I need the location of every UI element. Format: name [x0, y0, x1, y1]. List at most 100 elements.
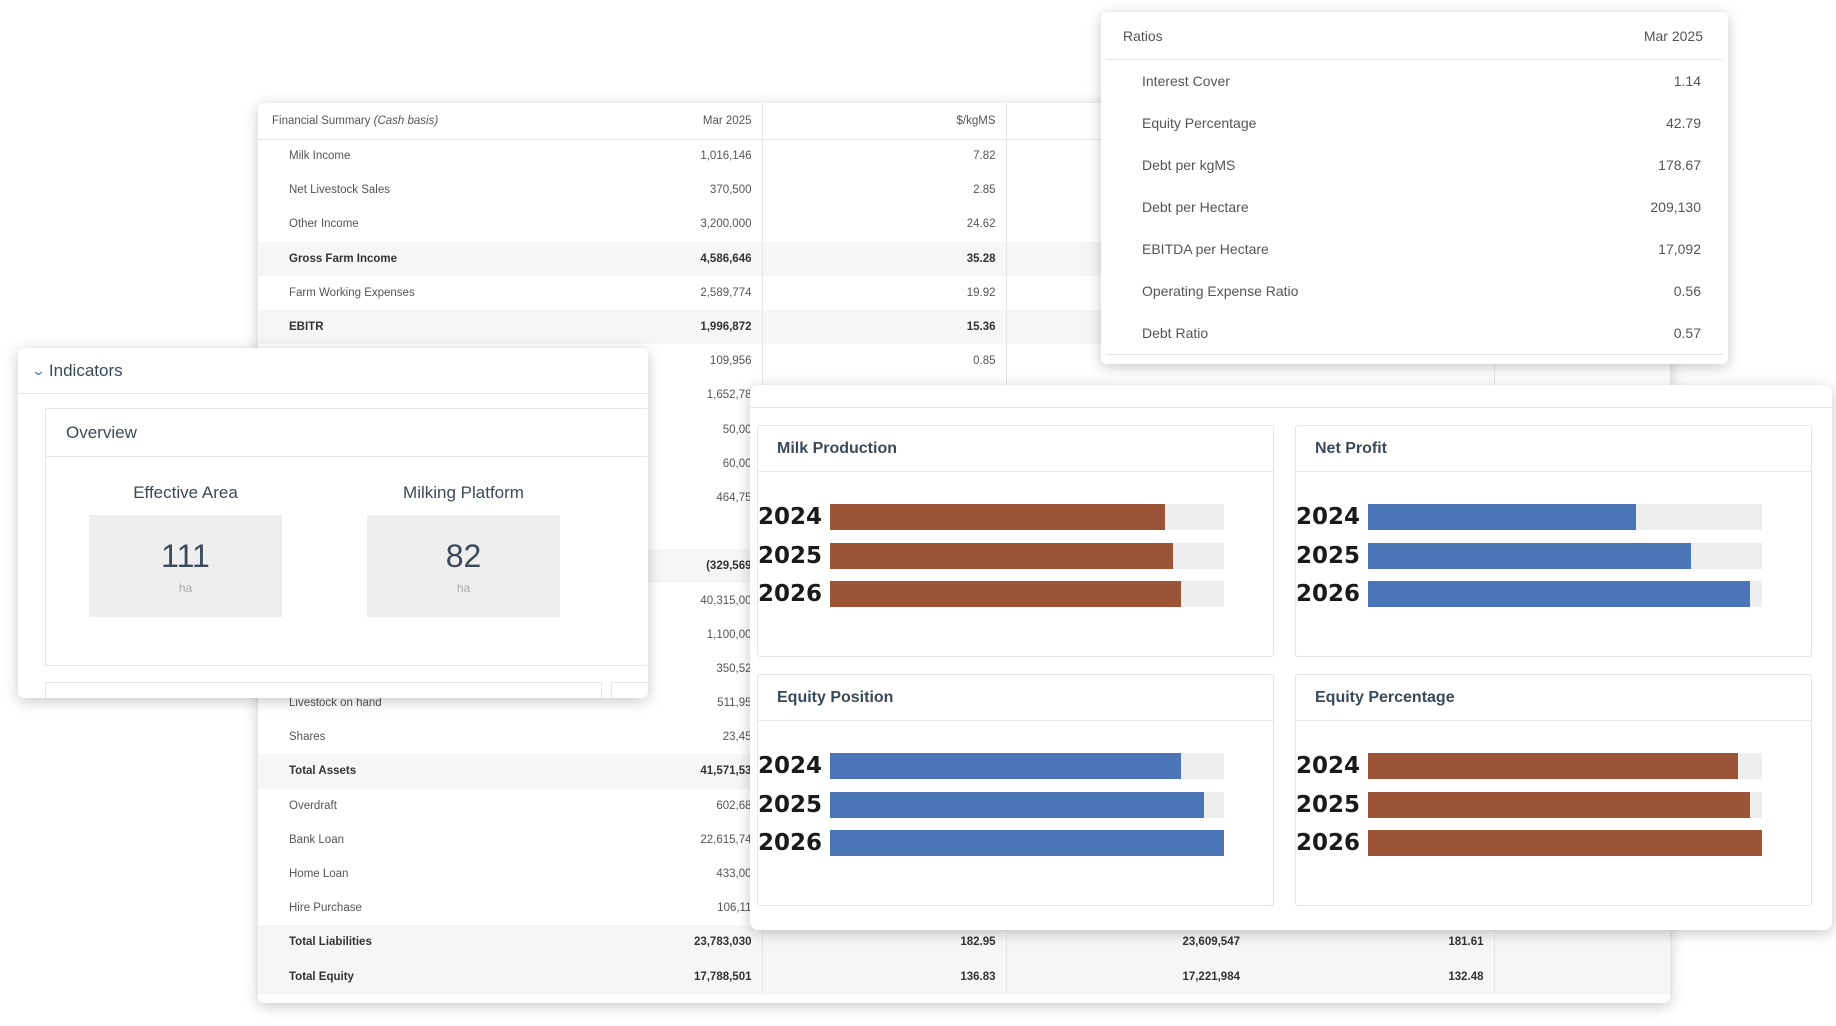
row-value-3: 23,609,547 — [1006, 925, 1250, 960]
ratio-value: 17,092 — [1658, 241, 1701, 257]
charts-panel: Milk Production 2024 2025 2026 Net Profit 202… — [750, 385, 1832, 930]
row-label: EBITR — [258, 309, 486, 345]
bar-category-label: 2026 — [758, 830, 823, 856]
indicators-header[interactable]: ⌄ Indicators — [18, 348, 648, 394]
ratios-list: Interest Cover 1.14 Equity Percentage 42.79… — [1106, 60, 1723, 355]
bar-row: 2026 — [1296, 830, 1762, 856]
row-value-per-kgms: 136.83 — [762, 959, 1007, 994]
chevron-down-icon[interactable]: ⌄ — [30, 362, 47, 378]
bar-track — [830, 504, 1224, 530]
ratio-row: Debt Ratio 0.57 — [1106, 312, 1723, 354]
metric-milking-platform: Milking Platform 82 ha — [367, 483, 560, 617]
bar-category-label: 2025 — [758, 791, 823, 818]
ratio-row: Debt per Hectare 209,130 — [1106, 186, 1723, 228]
row-value-per-kgms: 2.85 — [762, 173, 1007, 208]
bar-row: 2025 — [758, 791, 1224, 818]
chart-title: Milk Production — [758, 426, 1273, 472]
chart-title: Equity Position — [758, 675, 1273, 721]
ratio-label: Debt per Hectare — [1142, 199, 1249, 215]
bar-row: 2024 — [758, 753, 1224, 779]
next-panel-stub — [45, 682, 602, 698]
row-value-4: 181.61 — [1250, 925, 1495, 960]
bar — [1368, 791, 1751, 818]
ratios-title: Ratios — [1123, 27, 1163, 44]
row-value-period: 4,586,646 — [486, 241, 763, 276]
ratio-value: 178.67 — [1658, 157, 1701, 173]
bar-category-label: 2025 — [758, 542, 823, 569]
financial-row: Total Liabilities 23,783,030 182.95 23,609,… — [258, 925, 1670, 960]
ratio-row: Equity Percentage 42.79 — [1106, 102, 1723, 144]
row-value-period: 3,200,000 — [486, 207, 763, 242]
bar-row: 2024 — [1296, 753, 1762, 779]
bar-category-label: 2026 — [1296, 830, 1361, 856]
bar-row: 2025 — [1296, 542, 1762, 569]
row-value-period: 2,589,774 — [486, 275, 763, 310]
bar-track — [1368, 504, 1762, 530]
row-value-period: 1,016,146 — [486, 139, 763, 174]
bar-track — [1368, 542, 1762, 569]
bar — [1368, 542, 1692, 569]
row-label: Total Equity — [258, 959, 486, 994]
bar-category-label: 2024 — [1296, 504, 1361, 530]
bar — [830, 542, 1173, 569]
metric-value-box: 82 ha — [367, 515, 560, 617]
row-value-period: 23,45 — [486, 720, 763, 755]
equity-position-chart: Equity Position 2024 2025 2026 — [757, 674, 1274, 906]
overview-panel: Overview Effective Area 111 ha Milking P… — [45, 408, 647, 666]
bar-category-label: 2026 — [758, 581, 823, 607]
bar-category-label: 2025 — [1296, 791, 1361, 818]
ratio-value: 42.79 — [1665, 115, 1701, 131]
row-value-period: 433,00 — [486, 856, 763, 892]
bar-track — [830, 791, 1224, 818]
ratio-label: Interest Cover — [1142, 73, 1230, 89]
row-value-per-kgms: 15.36 — [762, 309, 1007, 345]
bar-track — [830, 830, 1224, 856]
row-label: Net Livestock Sales — [289, 184, 390, 197]
column-header-period: Mar 2025 — [486, 103, 763, 140]
bar — [1368, 504, 1636, 530]
column-header-per-kgms: $/kgMS — [762, 103, 1007, 140]
bar-category-label: 2024 — [1296, 753, 1361, 779]
row-value-period: 41,571,53 — [486, 754, 763, 789]
row-value-period: 106,11 — [486, 891, 763, 926]
metric-value: 111 — [161, 537, 210, 574]
ratio-row: Interest Cover 1.14 — [1106, 60, 1723, 102]
bar-track — [830, 581, 1224, 607]
bar-category-label: 2024 — [758, 753, 823, 779]
ratio-label: Debt per kgMS — [1142, 157, 1236, 173]
row-label: Gross Farm Income — [258, 241, 486, 276]
financial-summary-title: Financial Summary (Cash basis) — [258, 103, 486, 140]
bar — [830, 791, 1205, 818]
next-panel-stub-right — [611, 682, 648, 698]
row-value-5 — [1494, 925, 1670, 960]
row-value-per-kgms: 35.28 — [762, 241, 1007, 276]
row-label: Home Loan — [289, 868, 349, 881]
row-value-per-kgms: 182.95 — [762, 925, 1007, 960]
ratio-label: Debt Ratio — [1142, 325, 1209, 341]
ratio-value: 1.14 — [1673, 73, 1701, 89]
bar-track — [830, 753, 1224, 779]
chart-title: Equity Percentage — [1296, 675, 1811, 721]
row-label: Overdraft — [289, 799, 337, 812]
bar-row: 2026 — [758, 830, 1224, 856]
metric-unit: ha — [456, 580, 471, 595]
ratio-value: 0.57 — [1673, 325, 1701, 341]
bar — [1368, 581, 1751, 607]
ratio-value: 0.56 — [1673, 283, 1701, 299]
metric-unit: ha — [178, 580, 193, 595]
row-value-per-kgms: 24.62 — [762, 207, 1007, 242]
bar — [830, 581, 1181, 607]
row-value-5 — [1494, 959, 1670, 994]
bar — [830, 504, 1165, 530]
bar-row: 2026 — [758, 581, 1224, 607]
metric-value-box: 111 ha — [89, 515, 282, 617]
financial-row: Total Equity 17,788,501 136.83 17,221,984 13… — [258, 959, 1670, 994]
bar-row: 2024 — [1296, 504, 1762, 530]
financial-title-text: Financial Summary — [272, 114, 371, 127]
bar-track — [1368, 753, 1762, 779]
row-value-4: 132.48 — [1250, 959, 1495, 994]
bar-track — [1368, 791, 1762, 818]
financial-basis-text: (Cash basis) — [373, 114, 439, 127]
row-label: Milk Income — [289, 150, 351, 163]
